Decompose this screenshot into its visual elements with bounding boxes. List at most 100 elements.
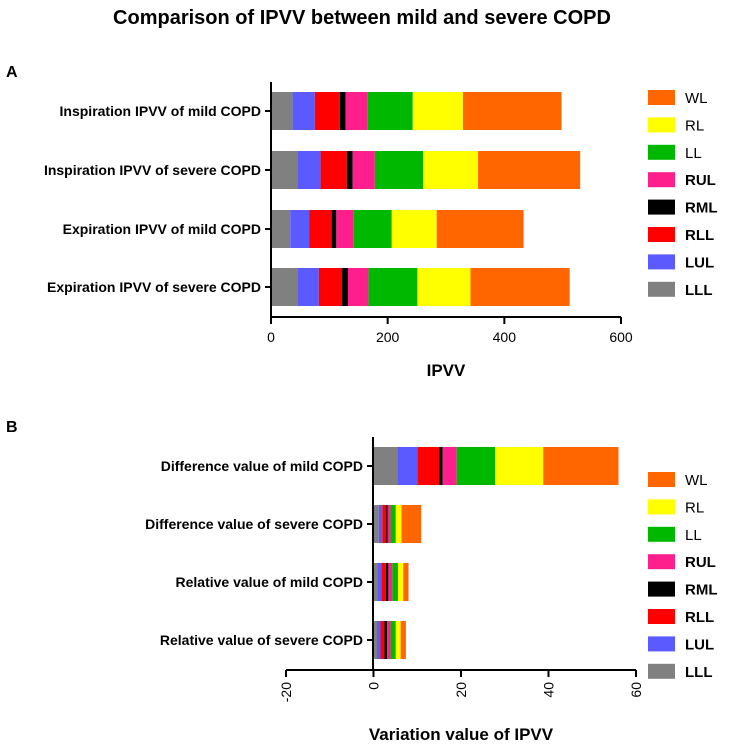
bar-rll-2 [382, 505, 387, 543]
legend-swatch-rul [648, 554, 675, 570]
legend-label-wl: WL [685, 90, 708, 107]
bar-lul-4 [297, 268, 319, 306]
panel-label-a: A [6, 64, 18, 81]
legend-swatch-rll [648, 227, 675, 242]
x-tick-label: 60 [628, 682, 644, 698]
bar-ll-1 [367, 92, 413, 130]
bar-rll-4 [318, 268, 343, 306]
panel-a-plot: Inspiration IPVV of mild COPD Inspiration… [44, 82, 718, 380]
bar-ll-4 [368, 268, 418, 306]
legend-label-rul: RUL [685, 554, 716, 571]
bar-rml-4 [384, 621, 388, 659]
bar-rml-3 [385, 563, 389, 601]
bar-wl-2 [401, 505, 422, 543]
bar-wl-2 [478, 151, 581, 189]
bar-wl-1 [543, 447, 619, 485]
legend-swatch-lll [648, 663, 675, 679]
legend-swatch-rl [648, 117, 675, 133]
bar-lul-3 [290, 210, 310, 248]
legend-label-lul: LUL [685, 254, 714, 271]
legend-label-lll: LLL [685, 664, 713, 681]
legend-label-rul: RUL [685, 172, 716, 189]
bar-rml-3 [331, 210, 337, 248]
legend-swatch-ll [648, 144, 675, 160]
bar-ll-2 [374, 151, 424, 189]
bar-lll-3 [373, 563, 378, 601]
legend-swatch-lul [648, 636, 675, 652]
legend-label-ll: LL [685, 145, 702, 162]
x-axis-title: Variation value of IPVV [369, 725, 554, 744]
bar-lul-2 [297, 151, 321, 189]
category-label: Expiration IPVV of mild COPD [63, 221, 261, 237]
legend-swatch-wl [648, 90, 675, 105]
legend-label-rll: RLL [685, 609, 714, 626]
legend-label-rl: RL [685, 499, 704, 516]
bar-rml-2 [346, 151, 353, 189]
bar-rl-3 [398, 563, 404, 601]
panel-label-b: B [6, 419, 18, 436]
x-tick-label: 400 [493, 329, 517, 345]
legend-label-rl: RL [685, 117, 704, 134]
bar-rul-2 [352, 151, 375, 189]
bar-rul-3 [388, 563, 393, 601]
legend-swatch-wl [648, 472, 675, 487]
bar-rll-4 [380, 621, 385, 659]
legend-label-rml: RML [685, 200, 718, 217]
bar-rml-4 [342, 268, 348, 306]
bar-rll-2 [320, 151, 347, 189]
bar-lll-2 [271, 151, 298, 189]
bar-ll-2 [390, 505, 396, 543]
bar-ll-3 [353, 210, 392, 248]
bar-rl-3 [391, 210, 437, 248]
bar-rul-2 [387, 505, 391, 543]
bar-lll-1 [271, 92, 293, 130]
bar-rul-1 [442, 447, 457, 485]
bar-lll-4 [271, 268, 298, 306]
legend-label-ll: LL [685, 527, 702, 544]
x-tick-label: 0 [366, 682, 382, 690]
bar-ll-4 [390, 621, 396, 659]
x-tick-label: -20 [278, 682, 294, 702]
legend-swatch-rml [648, 581, 675, 597]
legend-swatch-lul [648, 254, 675, 270]
legend-label-wl: WL [685, 472, 708, 489]
x-tick-label: 0 [267, 329, 275, 345]
bar-rl-2 [423, 151, 479, 189]
x-axis-title: IPVV [427, 361, 466, 380]
legend-label-rll: RLL [685, 227, 714, 244]
legend-label-lll: LLL [685, 282, 713, 299]
x-tick-label: 200 [376, 329, 400, 345]
category-label: Expiration IPVV of severe COPD [47, 279, 261, 295]
bar-rl-4 [417, 268, 471, 306]
category-label: Inspiration IPVV of severe COPD [44, 162, 261, 178]
bar-rll-3 [309, 210, 332, 248]
bar-rml-1 [439, 447, 443, 485]
bar-lul-4 [377, 621, 381, 659]
bar-wl-3 [436, 210, 524, 248]
bar-wl-4 [400, 621, 406, 659]
legend-swatch-rl [648, 499, 675, 515]
x-tick-label: 20 [453, 682, 469, 698]
legend-swatch-rml [648, 199, 675, 215]
category-label: Difference value of severe COPD [145, 516, 363, 532]
bar-rul-1 [345, 92, 368, 130]
legend-swatch-rul [648, 172, 675, 188]
bar-lll-1 [373, 447, 398, 485]
bar-wl-3 [403, 563, 409, 601]
bar-lul-1 [292, 92, 315, 130]
panel-b-plot: Difference value of mild COPD Difference … [145, 437, 718, 744]
bar-rll-1 [417, 447, 440, 485]
bar-ll-1 [456, 447, 496, 485]
bar-rll-3 [381, 563, 386, 601]
x-tick-label: 600 [609, 329, 633, 345]
bar-lul-1 [397, 447, 418, 485]
bar-rml-2 [386, 505, 388, 543]
bar-rl-4 [395, 621, 401, 659]
bar-ll-3 [392, 563, 398, 601]
bar-rl-1 [495, 447, 544, 485]
legend-label-rml: RML [685, 582, 718, 599]
bar-rl-2 [395, 505, 402, 543]
category-label: Relative value of mild COPD [176, 574, 364, 590]
category-label: Difference value of mild COPD [161, 458, 363, 474]
